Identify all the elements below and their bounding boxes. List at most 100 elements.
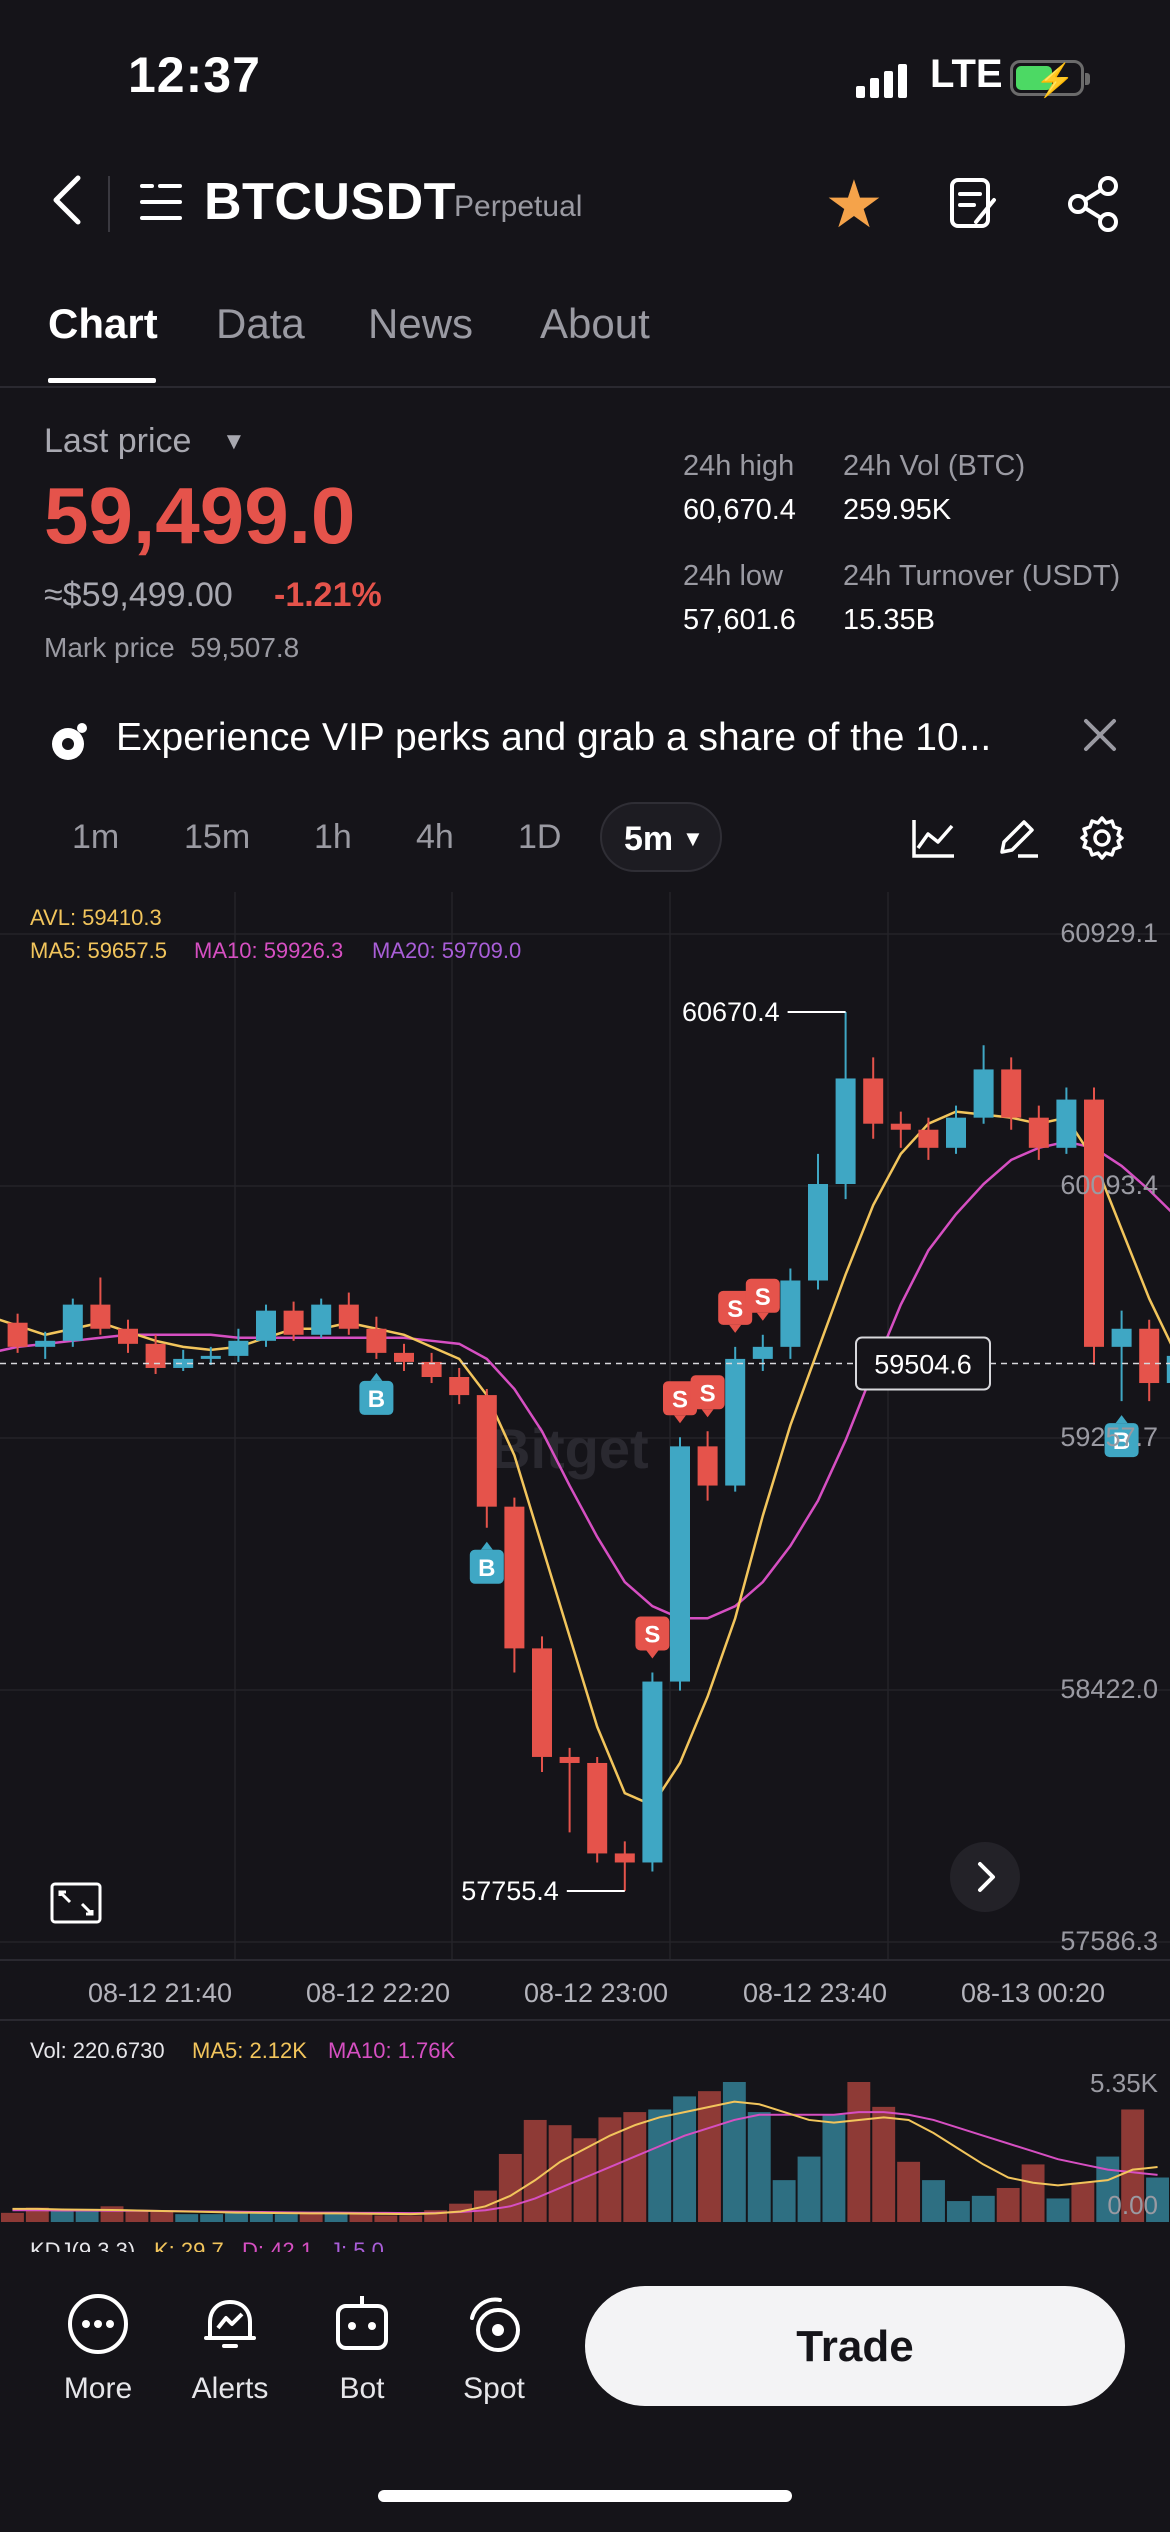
mark-price-value: 59,507.8 <box>190 632 300 663</box>
tab-about[interactable]: About <box>540 300 650 347</box>
sell-marker <box>690 1375 725 1410</box>
candle-body <box>614 1853 635 1863</box>
sell-marker <box>745 1278 780 1313</box>
scroll-latest-button[interactable] <box>950 1842 1020 1912</box>
tab-news[interactable]: News <box>368 300 474 347</box>
kdj-indicator: KDJ(9,3,3) <box>30 2238 135 2252</box>
favorite-star-icon[interactable]: ★ <box>824 167 884 241</box>
alerts-label[interactable]: Alerts <box>191 2372 269 2405</box>
candle-body <box>725 1358 746 1486</box>
volume-bar <box>225 2212 248 2222</box>
candle-body <box>587 1762 608 1854</box>
candle-body <box>1001 1069 1022 1118</box>
trade-marker-label: S <box>672 1386 688 1413</box>
candle-body <box>1028 1117 1049 1148</box>
buy-marker-pointer <box>370 1372 383 1381</box>
timeframe-1h[interactable]: 1h <box>314 818 352 856</box>
candle-body <box>532 1648 552 1757</box>
candle-body <box>145 1343 166 1368</box>
draw-tool-icon[interactable] <box>994 814 1042 867</box>
ma5-indicator: MA5: 59657.5 <box>30 938 167 963</box>
sell-marker-pointer <box>756 1312 769 1321</box>
indicator-icon[interactable] <box>910 816 958 865</box>
candle-body <box>200 1355 221 1359</box>
sell-marker-pointer <box>701 1409 714 1418</box>
timeframe-selector[interactable]: 5m ▼ <box>600 802 722 872</box>
y-tick-label: 60929.1 <box>1060 918 1158 948</box>
tab-data[interactable]: Data <box>216 300 305 347</box>
volume-bar <box>100 2206 124 2222</box>
more-button[interactable] <box>38 2290 158 2363</box>
last-price-label[interactable]: Last price <box>44 422 192 460</box>
trade-marker-label: B <box>1113 1428 1130 1455</box>
bot-button[interactable] <box>302 2290 422 2363</box>
candle-body <box>1139 1328 1160 1384</box>
menu-icon[interactable] <box>140 182 182 222</box>
volume-bar <box>573 2138 597 2222</box>
promo-banner-text[interactable]: Experience VIP perks and grab a share of… <box>116 716 992 759</box>
y-tick-label: 60093.4 <box>1060 1170 1158 1200</box>
trade-marker-label: S <box>755 1284 771 1311</box>
y-tick-label: 57586.3 <box>1060 1926 1158 1956</box>
candle-body <box>283 1310 304 1335</box>
volume-bar <box>872 2106 896 2222</box>
timeframe-4h[interactable]: 4h <box>416 818 454 856</box>
ma10-line <box>0 1140 1170 1620</box>
volume-bar <box>299 2212 323 2222</box>
ma20-indicator: MA20: 59709.0 <box>372 938 521 963</box>
watermark: Bitget <box>490 1417 649 1480</box>
tab-bar: Chart Data News About <box>0 300 1170 388</box>
spot-button[interactable] <box>434 2290 554 2363</box>
high-annotation: 60670.4 <box>682 997 780 1027</box>
candle-body <box>118 1328 138 1344</box>
kdj-d: D: 42.1 <box>242 2238 313 2252</box>
volume-bar <box>673 2096 697 2222</box>
timeframe-1m[interactable]: 1m <box>72 818 120 856</box>
chevron-right-icon <box>978 1862 995 1892</box>
x-tick-label: 08-12 22:20 <box>306 1978 450 2008</box>
back-button[interactable] <box>48 170 88 238</box>
volume-bar <box>623 2112 647 2222</box>
trade-button[interactable]: Trade <box>585 2286 1125 2406</box>
volume-bar <box>349 2214 373 2222</box>
candle-body <box>752 1346 773 1359</box>
bot-label[interactable]: Bot <box>339 2372 385 2405</box>
candle-body <box>311 1304 332 1335</box>
tab-chart[interactable]: Chart <box>48 300 158 347</box>
timeframe-1d[interactable]: 1D <box>518 818 562 856</box>
volume-bar <box>648 2109 672 2222</box>
buy-marker-pointer <box>480 1541 493 1550</box>
candle-body <box>256 1310 276 1341</box>
volume-bar <box>498 2153 522 2222</box>
volume-bar <box>698 2091 721 2222</box>
fullscreen-icon[interactable] <box>50 1882 102 1924</box>
candle-body <box>808 1184 828 1281</box>
notes-icon[interactable] <box>940 172 1004 236</box>
timeframe-15m[interactable]: 15m <box>184 818 251 856</box>
symbol-title[interactable]: BTCUSDT <box>204 173 456 231</box>
volume-bar <box>722 2082 746 2222</box>
trade-marker-label: B <box>368 1386 385 1413</box>
candle-body <box>559 1756 580 1763</box>
settings-gear-icon[interactable] <box>1078 814 1126 867</box>
kdj-k: K: 29.7 <box>154 2238 224 2252</box>
price-change: -1.21% <box>274 576 382 614</box>
tab-active-indicator <box>48 378 156 383</box>
close-icon[interactable] <box>1080 712 1120 767</box>
more-label[interactable]: More <box>63 2372 133 2405</box>
y-tick-label: 58422.0 <box>1060 1674 1158 1704</box>
home-indicator <box>378 2490 792 2502</box>
share-icon[interactable] <box>1062 172 1126 236</box>
volume-tick-label: 0.00 <box>1107 2190 1158 2220</box>
alerts-button[interactable] <box>170 2290 290 2363</box>
candle-body <box>338 1304 359 1329</box>
caret-down-icon[interactable]: ▼ <box>222 428 246 455</box>
signal-icon <box>856 64 908 98</box>
spot-label[interactable]: Spot <box>463 2372 525 2405</box>
volume-bar <box>996 2187 1020 2222</box>
buy-marker <box>1104 1423 1139 1458</box>
spot-icon <box>470 2297 520 2352</box>
vol-ma5-indicator: MA5: 2.12K <box>192 2038 307 2063</box>
